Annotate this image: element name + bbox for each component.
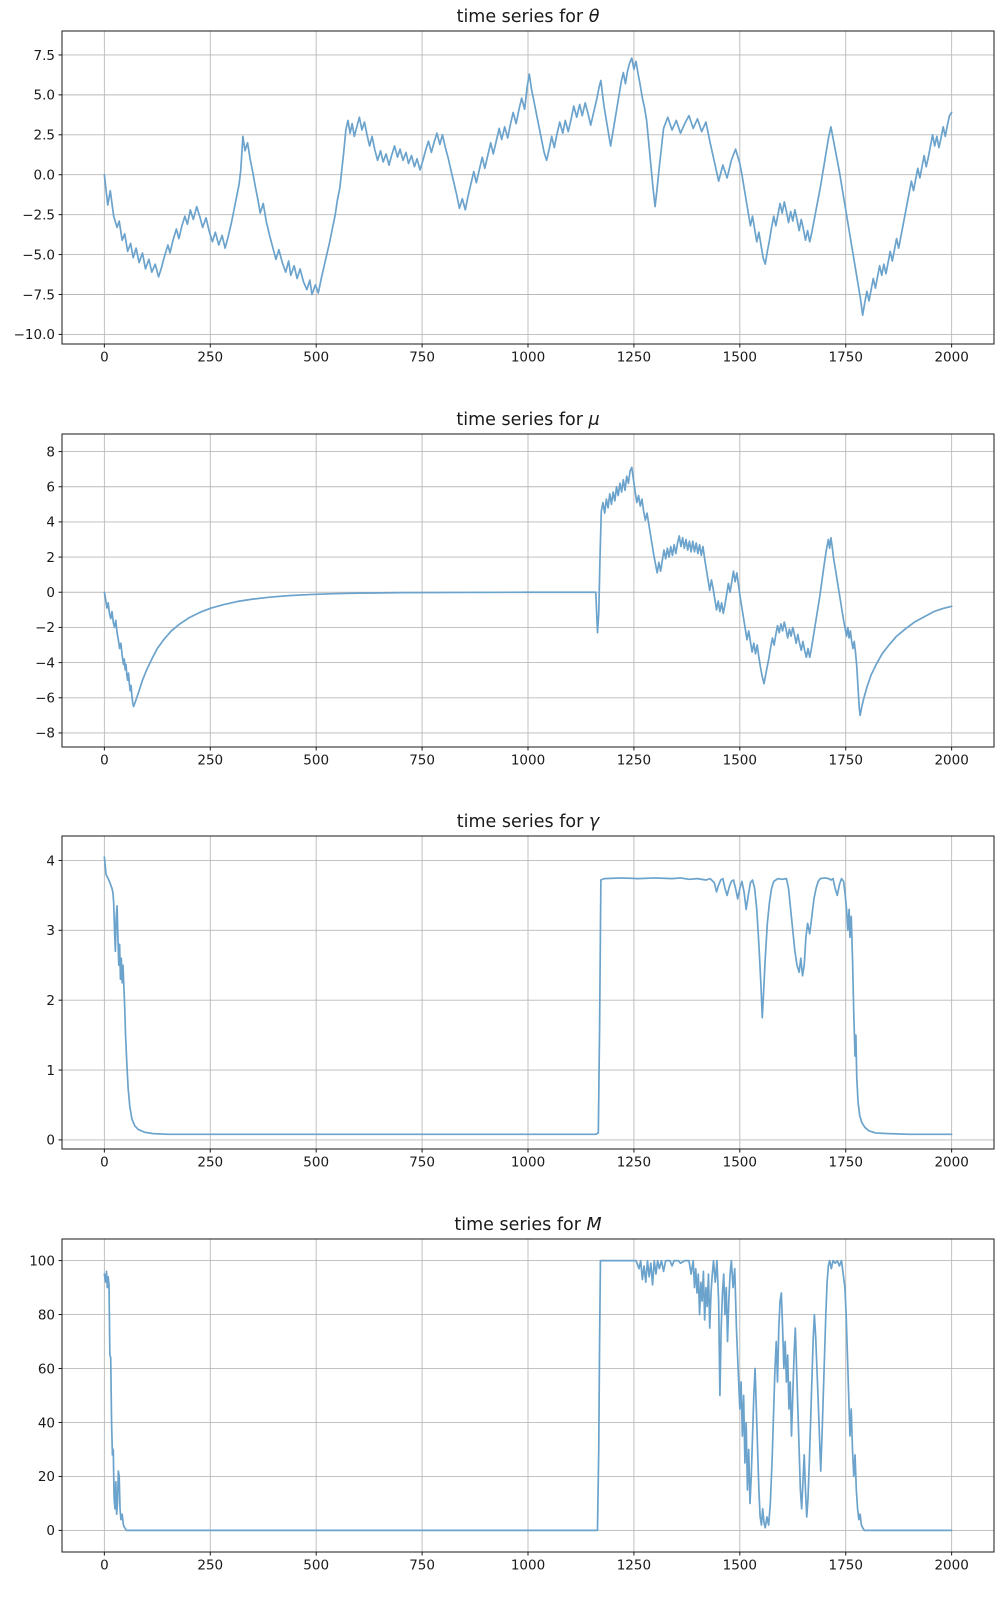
series-line (103, 466, 953, 716)
x-tick-label: 500 (303, 752, 329, 768)
x-tick-label: 0 (100, 1557, 109, 1573)
x-tick-label: 1000 (511, 752, 545, 768)
x-tick-label: 500 (303, 350, 329, 366)
x-tick-label: 0 (100, 1155, 109, 1171)
y-axis: 0 1 2 3 4 (46, 853, 62, 1149)
x-tick-label: 500 (303, 1155, 329, 1171)
y-tick-label: −8 (35, 725, 55, 741)
x-tick-label: 750 (409, 350, 435, 366)
x-tick-label: 2000 (934, 1557, 968, 1573)
chart-title-symbol: γ (589, 812, 601, 832)
y-tick-label: 1 (46, 1063, 55, 1079)
chart-title: time series for μ (456, 410, 599, 430)
x-axis: 0 250 500 750 1000 1250 1500 1750 2000 (100, 1149, 969, 1171)
x-tick-label: 0 (100, 350, 109, 366)
y-tick-label: 60 (38, 1361, 55, 1377)
y-tick-label: 4 (46, 853, 55, 869)
y-axis: 8 6 4 2 0 −2 −4 −6 −8 (35, 444, 62, 741)
chart-block-mu: 0 250 500 750 1000 1250 1500 1750 2000 8 6 4 2 0 −2 −4 −… (0, 403, 1002, 806)
y-tick-label: 3 (46, 923, 55, 939)
x-tick-label: 750 (409, 1557, 435, 1573)
grid (62, 31, 994, 344)
y-tick-label: 20 (38, 1469, 55, 1485)
x-tick-label: 1500 (723, 752, 757, 768)
y-tick-label: 8 (46, 444, 55, 460)
chart-title: time series for M (454, 1215, 601, 1235)
chart-title-prefix: time series for (457, 7, 589, 27)
y-tick-label: 100 (29, 1253, 55, 1269)
x-tick-label: 500 (303, 1557, 329, 1573)
chart-title-prefix: time series for (456, 410, 588, 430)
y-tick-label: 2 (46, 993, 55, 1009)
chart-M: 0 250 500 750 1000 1250 1500 1750 2000 0 20 40 60 80 1… (29, 1215, 995, 1573)
x-axis: 0 250 500 750 1000 1250 1500 1750 2000 (100, 344, 969, 366)
x-tick-label: 1000 (511, 1557, 545, 1573)
chart-title: time series for θ (457, 7, 600, 27)
x-tick-label: 1500 (723, 1557, 757, 1573)
x-tick-label: 1250 (617, 1155, 651, 1171)
x-tick-label: 1250 (617, 350, 651, 366)
y-tick-label: 0 (46, 585, 55, 601)
x-tick-label: 1750 (829, 1155, 863, 1171)
y-tick-label: 2.5 (34, 128, 55, 144)
y-tick-label: 6 (46, 479, 55, 495)
x-axis: 0 250 500 750 1000 1250 1500 1750 2000 (100, 746, 969, 768)
y-tick-label: −6 (35, 690, 55, 706)
x-axis: 0 250 500 750 1000 1250 1500 1750 2000 (100, 1551, 969, 1573)
chart-title-symbol: μ (587, 410, 599, 430)
x-tick-label: 1500 (723, 350, 757, 366)
chart-gamma: 0 250 500 750 1000 1250 1500 1750 2000 0 1 2 3 4 time … (46, 812, 995, 1171)
x-tick-label: 2000 (934, 1155, 968, 1171)
y-axis: 0 20 40 60 80 100 (29, 1253, 62, 1539)
y-tick-label: 4 (46, 514, 55, 530)
y-tick-label: −2 (35, 620, 55, 636)
x-tick-label: 1750 (829, 752, 863, 768)
y-tick-label: 40 (38, 1415, 55, 1431)
chart-title: time series for γ (457, 812, 601, 832)
chart-title-symbol: θ (589, 7, 600, 27)
x-tick-label: 0 (100, 752, 109, 768)
y-tick-label: −4 (35, 655, 55, 671)
x-tick-label: 1250 (617, 752, 651, 768)
x-tick-label: 2000 (934, 752, 968, 768)
y-tick-label: 80 (38, 1307, 55, 1323)
y-tick-label: 0.0 (34, 168, 55, 184)
grid (62, 836, 994, 1149)
chart-theta: 0 250 500 750 1000 1250 1500 1750 2000 7.5 5.0 2.5 0… (14, 7, 995, 366)
x-tick-label: 1500 (723, 1155, 757, 1171)
chart-mu: 0 250 500 750 1000 1250 1500 1750 2000 8 6 4 2 0 −2 −4 −… (35, 410, 995, 768)
x-tick-label: 1000 (511, 1155, 545, 1171)
x-tick-label: 1750 (829, 1557, 863, 1573)
x-tick-label: 1000 (511, 350, 545, 366)
chart-title-prefix: time series for (454, 1215, 586, 1235)
x-tick-label: 250 (197, 350, 223, 366)
chart-title-prefix: time series for (457, 812, 589, 832)
chart-block-gamma: 0 250 500 750 1000 1250 1500 1750 2000 0 1 2 3 4 time … (0, 805, 1002, 1208)
y-axis: 7.5 5.0 2.5 0.0 −2.5 −5.0 −7.5 −10.0 (14, 48, 62, 343)
y-tick-label: 5.0 (34, 88, 55, 104)
y-tick-label: −5.0 (22, 247, 55, 263)
x-tick-label: 1250 (617, 1557, 651, 1573)
y-tick-label: −7.5 (22, 287, 55, 303)
y-tick-label: −10.0 (14, 327, 55, 343)
chart-block-theta: 0 250 500 750 1000 1250 1500 1750 2000 7.5 5.0 2.5 0… (0, 0, 1002, 403)
x-tick-label: 250 (197, 1155, 223, 1171)
x-tick-label: 750 (409, 752, 435, 768)
series-line (103, 57, 953, 317)
x-tick-label: 1750 (829, 350, 863, 366)
x-tick-label: 2000 (934, 350, 968, 366)
x-tick-label: 250 (197, 1557, 223, 1573)
x-tick-label: 750 (409, 1155, 435, 1171)
y-tick-label: 7.5 (34, 48, 55, 64)
chart-block-M: 0 250 500 750 1000 1250 1500 1750 2000 0 20 40 60 80 1… (0, 1208, 1002, 1610)
series-line (103, 1259, 953, 1531)
chart-title-symbol: M (587, 1215, 602, 1235)
series-line (103, 856, 953, 1136)
x-tick-label: 250 (197, 752, 223, 768)
y-tick-label: 0 (46, 1133, 55, 1149)
y-tick-label: 0 (46, 1523, 55, 1539)
y-tick-label: −2.5 (22, 207, 55, 223)
y-tick-label: 2 (46, 549, 55, 565)
